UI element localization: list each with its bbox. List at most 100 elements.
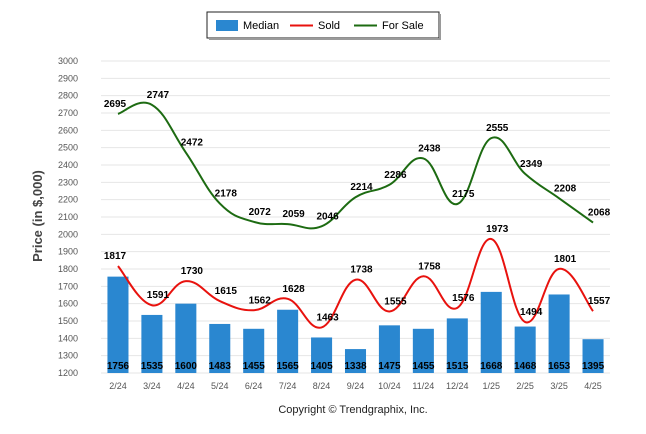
line-sold (117, 238, 594, 329)
x-tick-label: 5/24 (211, 381, 229, 391)
bar-value-label: 1756 (107, 361, 130, 372)
sold-value-label: 1557 (588, 296, 611, 307)
x-tick-label: 12/24 (446, 381, 469, 391)
x-tick-label: 2/24 (109, 381, 127, 391)
sold-value-label: 1562 (249, 295, 272, 306)
y-tick-label: 2900 (58, 73, 78, 83)
bar-value-label: 1395 (582, 361, 605, 372)
for-sale-value-label: 2286 (384, 170, 407, 181)
for-sale-value-label: 2438 (418, 143, 441, 154)
y-tick-label: 2800 (58, 91, 78, 101)
sold-value-label: 1817 (104, 251, 127, 262)
bar-median (243, 328, 265, 373)
sold-value-label: 1758 (418, 261, 441, 272)
x-tick-label: 10/24 (378, 381, 401, 391)
legend-box (206, 11, 440, 39)
legend-label-median: Median (243, 20, 279, 32)
bar-value-label: 1475 (378, 361, 401, 372)
bars-median (107, 276, 604, 373)
y-tick-label: 2600 (58, 125, 78, 135)
x-tick-label: 9/24 (347, 381, 365, 391)
x-tick-label: 4/25 (584, 381, 602, 391)
for-sale-value-label: 2178 (215, 188, 238, 199)
bar-median (277, 309, 299, 373)
x-tick-label: 2/25 (516, 381, 534, 391)
y-tick-label: 3000 (58, 56, 78, 66)
bar-median (446, 318, 468, 373)
y-tick-label: 1900 (58, 247, 78, 257)
legend-label-sold: Sold (318, 20, 340, 32)
y-tick-label: 2000 (58, 229, 78, 239)
legend-label-for-sale: For Sale (382, 20, 424, 32)
sold-value-label: 1555 (384, 296, 407, 307)
for-sale-value-label: 2059 (283, 209, 306, 220)
bar-median (344, 349, 367, 373)
bar-median (378, 325, 400, 373)
bar-value-label: 1668 (480, 361, 503, 372)
y-tick-label: 2300 (58, 177, 78, 187)
bar-value-label: 1515 (446, 361, 469, 372)
bar-value-label: 1600 (175, 361, 198, 372)
bar-median (107, 276, 129, 373)
bar-value-label: 1535 (141, 361, 164, 372)
for-sale-value-label: 2214 (350, 182, 373, 193)
y-tick-label: 1300 (58, 351, 78, 361)
bar-median (141, 314, 163, 373)
for-sale-value-label: 2046 (316, 211, 339, 222)
for-sale-value-label: 2175 (452, 189, 475, 200)
x-tick-label: 8/24 (313, 381, 331, 391)
for-sale-value-label: 2472 (181, 138, 204, 149)
bar-value-label: 1468 (514, 361, 537, 372)
legend-swatch-median (216, 20, 238, 31)
for-sale-value-label: 2555 (486, 123, 509, 134)
sold-value-label: 1463 (316, 312, 339, 323)
lines (117, 101, 594, 329)
for-sale-value-label: 2349 (520, 159, 543, 170)
y-tick-label: 1500 (58, 316, 78, 326)
for-sale-value-label: 2072 (249, 207, 272, 218)
sold-value-label: 1615 (215, 286, 238, 297)
bar-value-label: 1405 (310, 361, 333, 372)
sold-value-label: 1973 (486, 224, 509, 235)
bar-median (412, 328, 434, 373)
sold-value-label: 1591 (147, 290, 170, 301)
legend-shadow-side (439, 14, 441, 40)
bar-median (480, 291, 502, 373)
y-axis-ticks: 1200 1300 1400 1500 1600 1700 1800 1900 2000 2100… (58, 56, 78, 378)
x-axis-ticks: 2/24 3/24 4/24 5/24 6/24 7/24 8/24 9/24 10/24 11/… (109, 381, 602, 391)
y-tick-label: 1400 (58, 333, 78, 343)
sold-value-label: 1801 (554, 254, 577, 265)
x-tick-label: 7/24 (279, 381, 297, 391)
legend: Median Sold For Sale (206, 11, 441, 40)
line-labels: 1817 1591 1730 1615 1562 1628 1463 1738 1555 1758… (104, 90, 611, 324)
x-tick-label: 6/24 (245, 381, 263, 391)
for-sale-value-label: 2747 (147, 90, 170, 101)
y-tick-label: 2700 (58, 108, 78, 118)
legend-shadow (209, 38, 441, 40)
bar-value-label: 1483 (209, 361, 232, 372)
bar-labels-median: 1756 1535 1600 1483 1455 1565 1405 1338 1475 1455… (107, 361, 605, 372)
for-sale-value-label: 2068 (588, 208, 611, 219)
sold-value-label: 1730 (181, 266, 204, 277)
x-tick-label: 11/24 (412, 381, 434, 391)
for-sale-value-label: 2208 (554, 183, 577, 194)
copyright-text: Copyright © Trendgraphix, Inc. (278, 404, 427, 416)
y-tick-label: 2500 (58, 143, 78, 153)
bar-median (175, 303, 197, 373)
y-tick-label: 1700 (58, 281, 78, 291)
y-tick-label: 1200 (58, 368, 78, 378)
sold-value-label: 1576 (452, 293, 475, 304)
for-sale-value-label: 2695 (104, 99, 127, 110)
bar-median (311, 337, 333, 373)
x-tick-label: 3/24 (143, 381, 161, 391)
sold-value-label: 1738 (350, 265, 373, 276)
bar-value-label: 1565 (277, 361, 300, 372)
y-tick-label: 2200 (58, 195, 78, 205)
x-tick-label: 4/24 (177, 381, 195, 391)
sold-value-label: 1494 (520, 307, 543, 318)
y-tick-label: 2400 (58, 160, 78, 170)
x-tick-label: 3/25 (550, 381, 568, 391)
bar-median (582, 339, 604, 373)
bar-value-label: 1455 (412, 361, 435, 372)
